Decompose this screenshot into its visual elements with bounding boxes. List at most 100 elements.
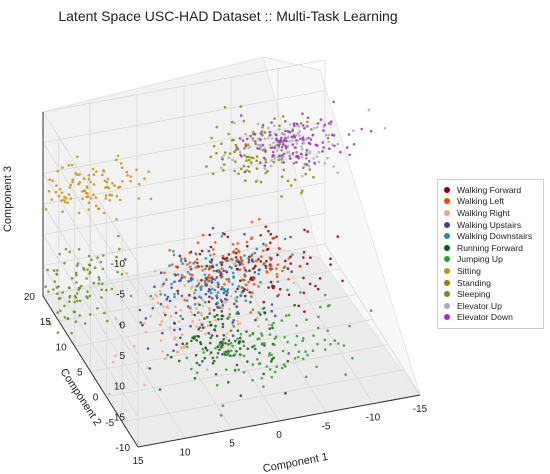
scatter-point (87, 174, 91, 177)
scatter-point (94, 204, 98, 208)
scatter-point (237, 250, 241, 254)
z-tick-label: 10 (114, 382, 126, 393)
scatter-point (190, 273, 194, 277)
grid-line-z (42, 142, 139, 294)
scatter-point (69, 183, 72, 187)
scatter-point (239, 257, 243, 260)
scatter-point (259, 280, 262, 284)
scatter-point (268, 333, 272, 336)
scatter-point (283, 335, 287, 339)
scatter-point (173, 328, 176, 332)
scatter-point (102, 170, 106, 173)
scatter-point (208, 341, 212, 345)
scatter-point (332, 165, 335, 168)
scatter-point (259, 260, 263, 263)
scatter-point (227, 280, 231, 283)
scatter-point (220, 310, 223, 313)
scatter-point (317, 150, 321, 154)
scatter-point (273, 370, 277, 374)
scatter-point (204, 300, 207, 304)
scatter-point (78, 299, 82, 303)
scatter-point (270, 375, 274, 379)
scatter-point (268, 130, 272, 134)
scatter-point (204, 346, 208, 350)
y-axis-line (42, 295, 139, 448)
scatter-point (253, 344, 256, 348)
scatter-point (262, 372, 266, 376)
scatter-point (254, 347, 257, 351)
scatter-point (168, 326, 172, 329)
scatter-point (212, 253, 216, 256)
scatter-point (271, 154, 275, 157)
scatter-point (214, 318, 217, 322)
scatter-point (175, 265, 178, 268)
scatter-point (57, 194, 61, 198)
scatter-point (299, 122, 303, 125)
scatter-point (220, 263, 223, 267)
scatter-point (331, 143, 334, 146)
scatter-point (243, 254, 246, 257)
chart-title: Latent Space USC-HAD Dataset :: Multi-Ta… (58, 8, 397, 24)
scatter-point (255, 155, 259, 158)
scatter-point (75, 264, 79, 268)
scatter-point (278, 139, 281, 143)
scatter-point (267, 126, 270, 130)
scatter-point (143, 383, 146, 387)
scatter-point (208, 353, 211, 356)
scatter-point (216, 281, 220, 285)
scatter-point (242, 370, 246, 374)
legend-item: Sleeping (444, 288, 540, 300)
scatter-point (58, 187, 62, 191)
y-tick-label: 0 (93, 393, 99, 404)
scatter-point (165, 278, 168, 281)
scatter-point (301, 189, 304, 192)
scatter-point (234, 256, 238, 259)
scatter-point (229, 295, 233, 298)
scatter-point (77, 288, 80, 292)
scatter-point (266, 169, 269, 173)
scatter-point (197, 282, 201, 285)
scatter-point (219, 298, 223, 302)
scatter-point (345, 146, 349, 149)
scatter-point (159, 293, 162, 296)
scatter-point (118, 247, 121, 251)
scatter-point (301, 174, 304, 178)
scatter-point (232, 319, 235, 322)
scatter-point (297, 350, 301, 354)
scatter-point (268, 143, 272, 147)
scatter-point (73, 310, 76, 314)
scatter-point (198, 252, 202, 256)
scatter-point (294, 134, 298, 137)
scatter-point (291, 128, 295, 131)
scatter-point (96, 256, 99, 259)
scatter-point (337, 342, 340, 345)
scatter-point (215, 296, 219, 300)
scatter-point (68, 300, 71, 304)
scatter-point (176, 292, 180, 295)
scatter-point (275, 138, 279, 142)
scatter-point (226, 235, 230, 239)
scatter-point (185, 299, 189, 302)
scatter-point (298, 134, 301, 137)
scatter-point (89, 197, 93, 200)
scatter-point (239, 114, 243, 117)
series-walking-forward (174, 225, 344, 313)
scatter-point (179, 314, 182, 318)
scatter-point (141, 323, 144, 327)
scatter-point (85, 277, 88, 280)
scatter-point (210, 276, 214, 279)
scatter-point (56, 169, 59, 173)
scatter-point (314, 284, 317, 288)
scatter-point (235, 146, 239, 149)
scatter-point (315, 365, 318, 369)
scatter-point (208, 295, 211, 299)
scatter-point (229, 349, 233, 353)
scatter-point (195, 371, 199, 375)
scatter-point (220, 166, 223, 170)
scatter-point (70, 163, 74, 167)
scatter-point (222, 154, 226, 157)
scatter-point (51, 179, 54, 182)
scatter-point (242, 340, 245, 343)
scatter-point (211, 297, 214, 300)
scatter-point (302, 141, 306, 145)
